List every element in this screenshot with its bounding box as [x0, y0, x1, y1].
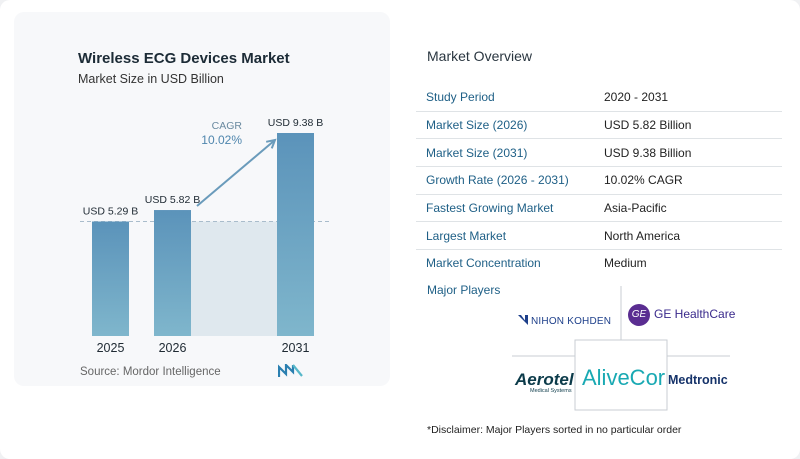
overview-value: Medium	[604, 256, 647, 271]
overview-value: North America	[604, 228, 681, 243]
cagr-arrow	[196, 139, 276, 207]
overview-title: Market Overview	[427, 48, 533, 64]
bar-2025	[92, 221, 129, 336]
overview-value: 10.02% CAGR	[604, 173, 683, 188]
overview-row: Fastest Growing Market Asia-Pacific	[416, 195, 782, 223]
chart-subtitle: Market Size in USD Billion	[78, 72, 224, 86]
overview-row: Market Concentration Medium	[416, 250, 782, 277]
chart-canvas: USD 5.29 B 2025 USD 5.82 B 2026 USD 9.38 B 20…	[80, 117, 330, 355]
nihon-kohden-name: NIHON KOHDEN	[531, 316, 612, 327]
overview-key: Study Period	[426, 90, 495, 105]
chart-title: Wireless ECG Devices Market	[78, 50, 290, 67]
overview-table: Study Period 2020 - 2031 Market Size (202…	[416, 84, 782, 277]
overview-key: Growth Rate (2026 - 2031)	[426, 173, 569, 188]
overview-key: Largest Market	[426, 228, 507, 243]
ge-healthcare-name: GE HealthCare	[654, 307, 736, 322]
overview-value: 2020 - 2031	[604, 90, 669, 105]
mordor-logo-icon	[278, 364, 303, 377]
source-text: Source: Mordor Intelligence	[80, 366, 221, 378]
nihon-kohden-logo: NIHON KOHDEN	[518, 315, 611, 327]
baseline-band	[191, 221, 277, 336]
overview-value: USD 5.82 Billion	[604, 118, 692, 133]
overview-row: Study Period 2020 - 2031	[416, 84, 782, 112]
ge-monogram-icon: GE	[628, 304, 650, 326]
overview-row: Largest Market North America	[416, 222, 782, 251]
bar-2026	[154, 210, 191, 336]
overview-key: Market Size (2031)	[426, 145, 528, 160]
alivecor-logo: AliveCor	[582, 365, 666, 390]
x-tick-2025: 2025	[97, 341, 125, 355]
aerotel-subtitle: Medical Systems	[530, 388, 572, 394]
disclaimer-text: *Disclaimer: Major Players sorted in no …	[427, 424, 682, 436]
nihon-kohden-mark-icon	[518, 315, 528, 325]
overview-row: Market Size (2026) USD 5.82 Billion	[416, 112, 782, 140]
data-label-2025: USD 5.29 B	[83, 206, 138, 218]
cagr-arrow-head	[265, 138, 277, 149]
overview-key: Market Concentration	[426, 256, 541, 271]
cagr-label: CAGR	[212, 120, 243, 132]
data-label-2031: USD 9.38 B	[268, 117, 323, 129]
aerotel-logo: Aerotel	[515, 370, 574, 389]
medtronic-logo: Medtronic	[668, 373, 728, 387]
bar-2031	[277, 133, 314, 336]
overview-row: Market Size (2031) USD 9.38 Billion	[416, 139, 782, 168]
overview-value: Asia-Pacific	[604, 201, 667, 216]
data-label-2026: USD 5.82 B	[145, 194, 200, 206]
ge-healthcare-logo: GE GE HealthCare	[628, 304, 735, 326]
major-players-title: Major Players	[427, 283, 501, 297]
overview-row: Growth Rate (2026 - 2031) 10.02% CAGR	[416, 167, 782, 195]
overview-key: Fastest Growing Market	[426, 201, 554, 216]
x-tick-2031: 2031	[282, 341, 310, 355]
overview-key: Market Size (2026)	[426, 118, 528, 133]
x-tick-2026: 2026	[159, 341, 187, 355]
cagr-value: 10.02%	[201, 133, 242, 147]
overview-value: USD 9.38 Billion	[604, 145, 692, 160]
